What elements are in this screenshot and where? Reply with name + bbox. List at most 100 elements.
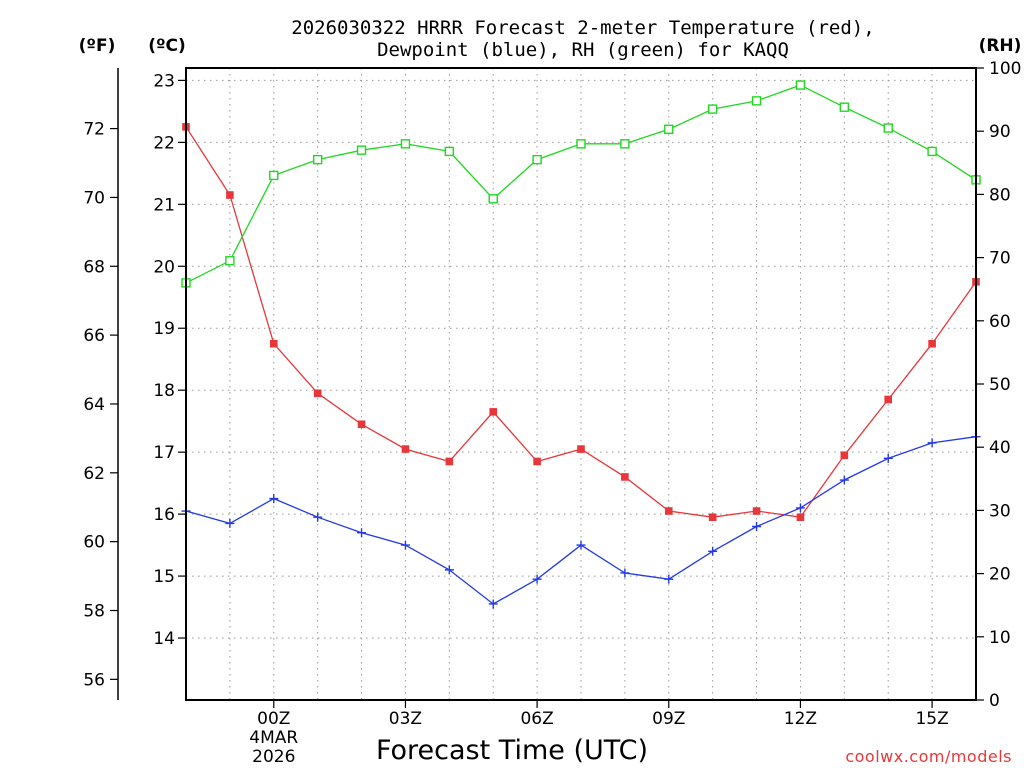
celsius-unit-label: (ºC) [148,36,186,56]
rh-point [356,145,367,155]
dewpoint-point [883,453,893,463]
fahrenheit-tick-label: 60 [83,533,105,553]
rh-point [576,139,586,149]
plot-frame [185,67,977,701]
fahrenheit-tick-label: 70 [83,188,105,208]
celsius-tick-label: 16 [153,505,175,525]
rh-tick-label: 60 [989,312,1011,332]
fahrenheit-tick-label: 62 [83,464,105,484]
rh-point [751,96,762,106]
rh-series [181,80,981,288]
series-layer [181,80,981,609]
chart-title: 2026030322 HRRR Forecast 2-meter Tempera… [291,17,874,61]
temperature-point [840,451,849,460]
temperature-point [226,191,234,199]
dewpoint-point [620,568,630,578]
celsius-tick-label: 19 [153,319,175,339]
fahrenheit-tick-label: 58 [83,602,105,622]
temperature-point [884,395,893,404]
temperature-point [489,408,498,416]
title-line-1: 2026030322 HRRR Forecast 2-meter Tempera… [291,17,874,39]
rh-point [707,104,718,114]
dewpoint-point [488,599,498,609]
title-line-2: Dewpoint (blue), RH (green) for KAQQ [377,39,789,61]
rh-point [488,194,498,204]
temperature-point [533,457,541,466]
dewpoint-point [795,503,805,513]
temperature-point [752,507,761,515]
rh-tick-label: 30 [989,501,1011,521]
celsius-tick-label: 22 [153,133,175,153]
dewpoint-point [225,518,235,528]
rh-tick-label: 80 [989,185,1011,205]
temperature-point [401,445,410,453]
dewpoint-point [839,475,849,485]
dewpoint-point [752,522,762,532]
rh-point [795,80,806,90]
temperature-point [577,445,585,453]
date-label: 2026 [252,747,295,767]
temperature-point [928,339,936,348]
dewpoint-point [269,494,279,504]
rh-point [664,124,674,135]
rh-point [839,102,850,112]
rh-point [269,170,279,181]
time-tick-label: 03Z [389,709,422,729]
temperature-point [708,513,717,522]
celsius-tick-label: 17 [153,443,175,463]
fahrenheit-tick-label: 56 [83,670,105,690]
celsius-tick-label: 23 [153,71,175,91]
rh-point [883,123,893,133]
fahrenheit-tick-label: 64 [83,395,105,415]
rh-tick-label: 100 [989,59,1021,79]
rh-axis: 0 10 20 30 40 50 60 70 80 90 100 [976,59,1021,711]
rh-point [444,146,455,157]
x-axis-title: Forecast Time (UTC) [376,735,648,766]
gridlines [185,68,977,700]
temperature-point [445,457,454,466]
celsius-tick-label: 18 [153,381,175,401]
rh-tick-label: 20 [989,565,1011,585]
rh-line [185,84,977,284]
temperature-point [796,513,805,522]
rh-unit-label: (RH) [979,36,1022,56]
rh-tick-label: 50 [989,375,1011,395]
celsius-tick-label: 21 [153,195,175,215]
rh-point [225,256,235,266]
rh-point [312,154,323,165]
rh-tick-label: 10 [989,628,1011,648]
fahrenheit-tick-label: 66 [83,326,105,346]
rh-tick-label: 40 [989,438,1011,458]
dewpoint-point [664,574,674,584]
rh-point [927,146,937,157]
dewpoint-point [400,540,410,550]
dewpoint-point [576,540,586,550]
rh-point [532,154,542,165]
date-label: 4MAR [249,728,298,748]
celsius-tick-label: 20 [153,257,175,277]
dewpoint-point [708,546,718,556]
dewpoint-point [927,438,937,448]
celsius-axis: 14 15 16 17 18 19 20 21 22 23 [153,71,186,649]
time-tick-label: 06Z [520,709,553,729]
temperature-point [357,420,366,429]
fahrenheit-tick-label: 68 [83,257,105,277]
temperature-point [313,389,322,398]
time-tick-label: 12Z [784,709,817,729]
dewpoint-point [357,528,367,538]
rh-point [400,139,411,149]
dewpoint-point [444,565,454,575]
temperature-point [621,473,629,481]
fahrenheit-axis: 56 58 60 62 64 66 68 70 72 [83,120,118,690]
celsius-tick-label: 15 [153,567,175,587]
fahrenheit-unit-label: (ºF) [79,36,116,56]
time-tick-label: 15Z [915,709,948,729]
temperature-point [664,507,673,515]
rh-tick-label: 90 [989,122,1011,142]
rh-tick-label: 70 [989,249,1011,269]
dewpoint-point [532,574,542,584]
time-tick-label: 09Z [652,709,685,729]
celsius-tick-label: 14 [153,629,175,649]
